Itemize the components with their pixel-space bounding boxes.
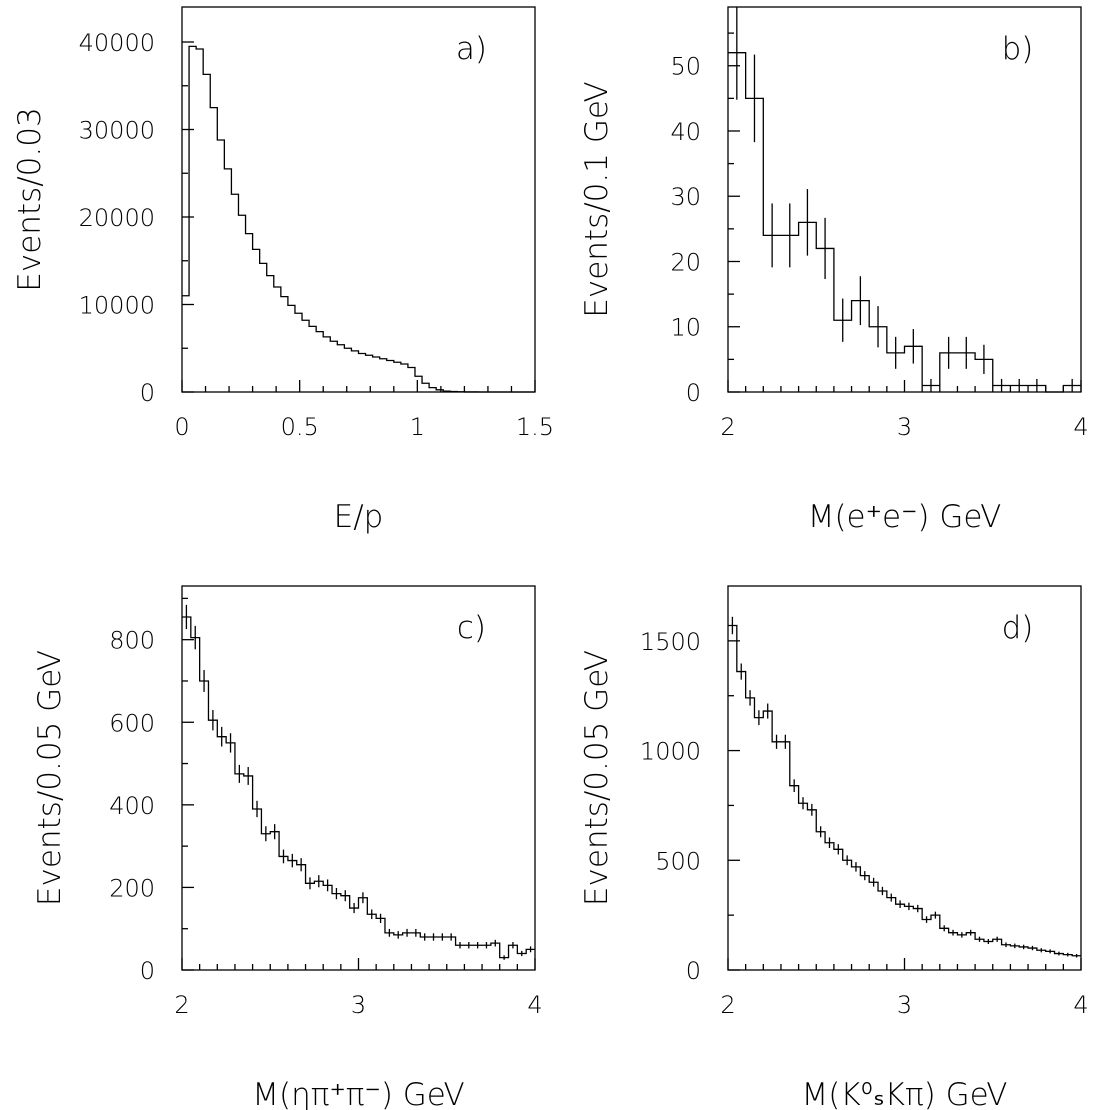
x-tick-label-b: 2	[720, 413, 735, 441]
histogram-line-c	[182, 616, 535, 959]
y-tick-label-b: 10	[670, 314, 701, 342]
x-tick-label-a: 1.5	[516, 413, 554, 441]
y-tick-label-b: 30	[670, 183, 701, 211]
y-axis-label-a: Events/0.03	[12, 107, 48, 291]
histogram-line-b	[728, 52, 1081, 393]
x-tick-label-d: 4	[1073, 991, 1088, 1019]
y-axis-label-b: Events/0.1 GeV	[579, 81, 615, 317]
y-tick-label-c: 600	[109, 709, 155, 737]
panel-c: 2 3 4 0 200 400 600 800 c) M(ηπ⁺π⁻) GeV Events/0.0…	[32, 585, 543, 1110]
y-tick-label-a: 20000	[79, 204, 155, 232]
x-tick-label-d: 2	[720, 991, 735, 1019]
x-tick-label-c: 3	[351, 991, 366, 1019]
panel-label-b: b)	[1002, 31, 1034, 67]
x-axis-label-a: E/p	[334, 499, 384, 535]
panel-label-c: c)	[457, 610, 486, 646]
x-axis-label-c: M(ηπ⁺π⁻) GeV	[252, 1077, 464, 1110]
x-axis-label-b: M(e⁺e⁻) GeV	[808, 499, 1002, 535]
x-tick-label-c: 4	[527, 991, 542, 1019]
y-tick-label-b: 40	[670, 118, 701, 146]
histogram-line-a	[182, 45, 535, 393]
y-tick-label-c: 400	[109, 792, 155, 820]
plot-frame-a	[181, 6, 536, 393]
y-tick-label-a: 30000	[79, 117, 155, 145]
x-tick-label-a: 0.5	[281, 413, 319, 441]
x-tick-label-a: 1	[410, 413, 425, 441]
y-axis-label-c: Events/0.05 GeV	[32, 650, 68, 906]
x-tick-label-c: 2	[174, 991, 189, 1019]
y-tick-label-d: 1500	[640, 628, 701, 656]
y-tick-label-a: 40000	[79, 29, 155, 57]
x-tick-label-a: 0	[174, 413, 189, 441]
y-tick-label-c: 0	[140, 957, 155, 985]
y-tick-label-b: 50	[670, 53, 701, 81]
x-tick-label-d: 3	[897, 991, 912, 1019]
y-tick-label-d: 1000	[640, 738, 701, 766]
x-axis-label-d: M(K⁰ₛKπ) GeV	[802, 1077, 1008, 1110]
y-tick-label-c: 200	[109, 874, 155, 902]
y-tick-label-b: 0	[686, 379, 701, 407]
y-tick-label-a: 0	[140, 379, 155, 407]
panel-a: 0 0.5 1 1.5 0 10000 20000 30000 40000 a) E/p Events…	[12, 6, 554, 535]
x-tick-label-b: 3	[897, 413, 912, 441]
x-tick-label-b: 4	[1073, 413, 1088, 441]
y-tick-label-a: 10000	[79, 292, 155, 320]
y-tick-label-b: 20	[670, 248, 701, 276]
panel-label-a: a)	[456, 31, 487, 67]
y-tick-label-d: 0	[686, 957, 701, 985]
y-axis-label-d: Events/0.05 GeV	[579, 650, 615, 906]
panel-d: 2 3 4 0 500 1000 1500 d) M(K⁰ₛKπ) GeV Events/0.05…	[579, 585, 1089, 1110]
histogram-line-d	[728, 624, 1081, 957]
y-tick-label-d: 500	[655, 847, 701, 875]
panel-label-d: d)	[1002, 610, 1034, 646]
y-tick-label-c: 800	[109, 627, 155, 655]
